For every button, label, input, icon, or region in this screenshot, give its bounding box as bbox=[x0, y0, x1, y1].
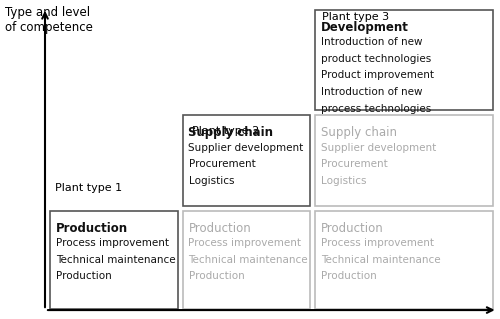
Text: Production: Production bbox=[321, 271, 377, 281]
Text: Production: Production bbox=[56, 271, 112, 281]
Bar bbox=[50, 211, 178, 309]
Text: Product improvement: Product improvement bbox=[321, 70, 434, 80]
Bar bbox=[315, 10, 492, 110]
Bar bbox=[182, 115, 310, 206]
Text: Supply chain: Supply chain bbox=[321, 126, 397, 139]
Text: Process improvement: Process improvement bbox=[188, 238, 302, 248]
Text: Logistics: Logistics bbox=[321, 176, 366, 186]
Text: Plant type 1: Plant type 1 bbox=[55, 183, 122, 193]
Text: Production: Production bbox=[321, 222, 384, 235]
Bar bbox=[182, 211, 310, 309]
Text: Development: Development bbox=[321, 21, 409, 34]
Text: Introduction of new: Introduction of new bbox=[321, 37, 422, 47]
Text: product technologies: product technologies bbox=[321, 54, 431, 64]
Text: Supply chain: Supply chain bbox=[188, 126, 274, 139]
Bar bbox=[315, 211, 492, 309]
Text: Plant type 2: Plant type 2 bbox=[192, 126, 260, 136]
Text: Process improvement: Process improvement bbox=[321, 238, 434, 248]
Text: Introduction of new: Introduction of new bbox=[321, 87, 422, 97]
Text: Technical maintenance: Technical maintenance bbox=[188, 255, 308, 265]
Text: Process improvement: Process improvement bbox=[56, 238, 169, 248]
Text: Production: Production bbox=[188, 222, 252, 235]
Text: Production: Production bbox=[188, 271, 244, 281]
Text: Technical maintenance: Technical maintenance bbox=[321, 255, 440, 265]
Text: Procurement: Procurement bbox=[321, 159, 388, 169]
Text: Production: Production bbox=[56, 222, 128, 235]
Text: Supplier development: Supplier development bbox=[188, 143, 304, 152]
Text: Supplier development: Supplier development bbox=[321, 143, 436, 152]
Text: Technical maintenance: Technical maintenance bbox=[56, 255, 176, 265]
Text: Type and level
of competence: Type and level of competence bbox=[5, 6, 93, 34]
Text: Plant type 3: Plant type 3 bbox=[322, 12, 390, 22]
Text: process technologies: process technologies bbox=[321, 104, 431, 114]
Text: Logistics: Logistics bbox=[188, 176, 234, 186]
Text: Procurement: Procurement bbox=[188, 159, 256, 169]
Bar bbox=[315, 115, 492, 206]
